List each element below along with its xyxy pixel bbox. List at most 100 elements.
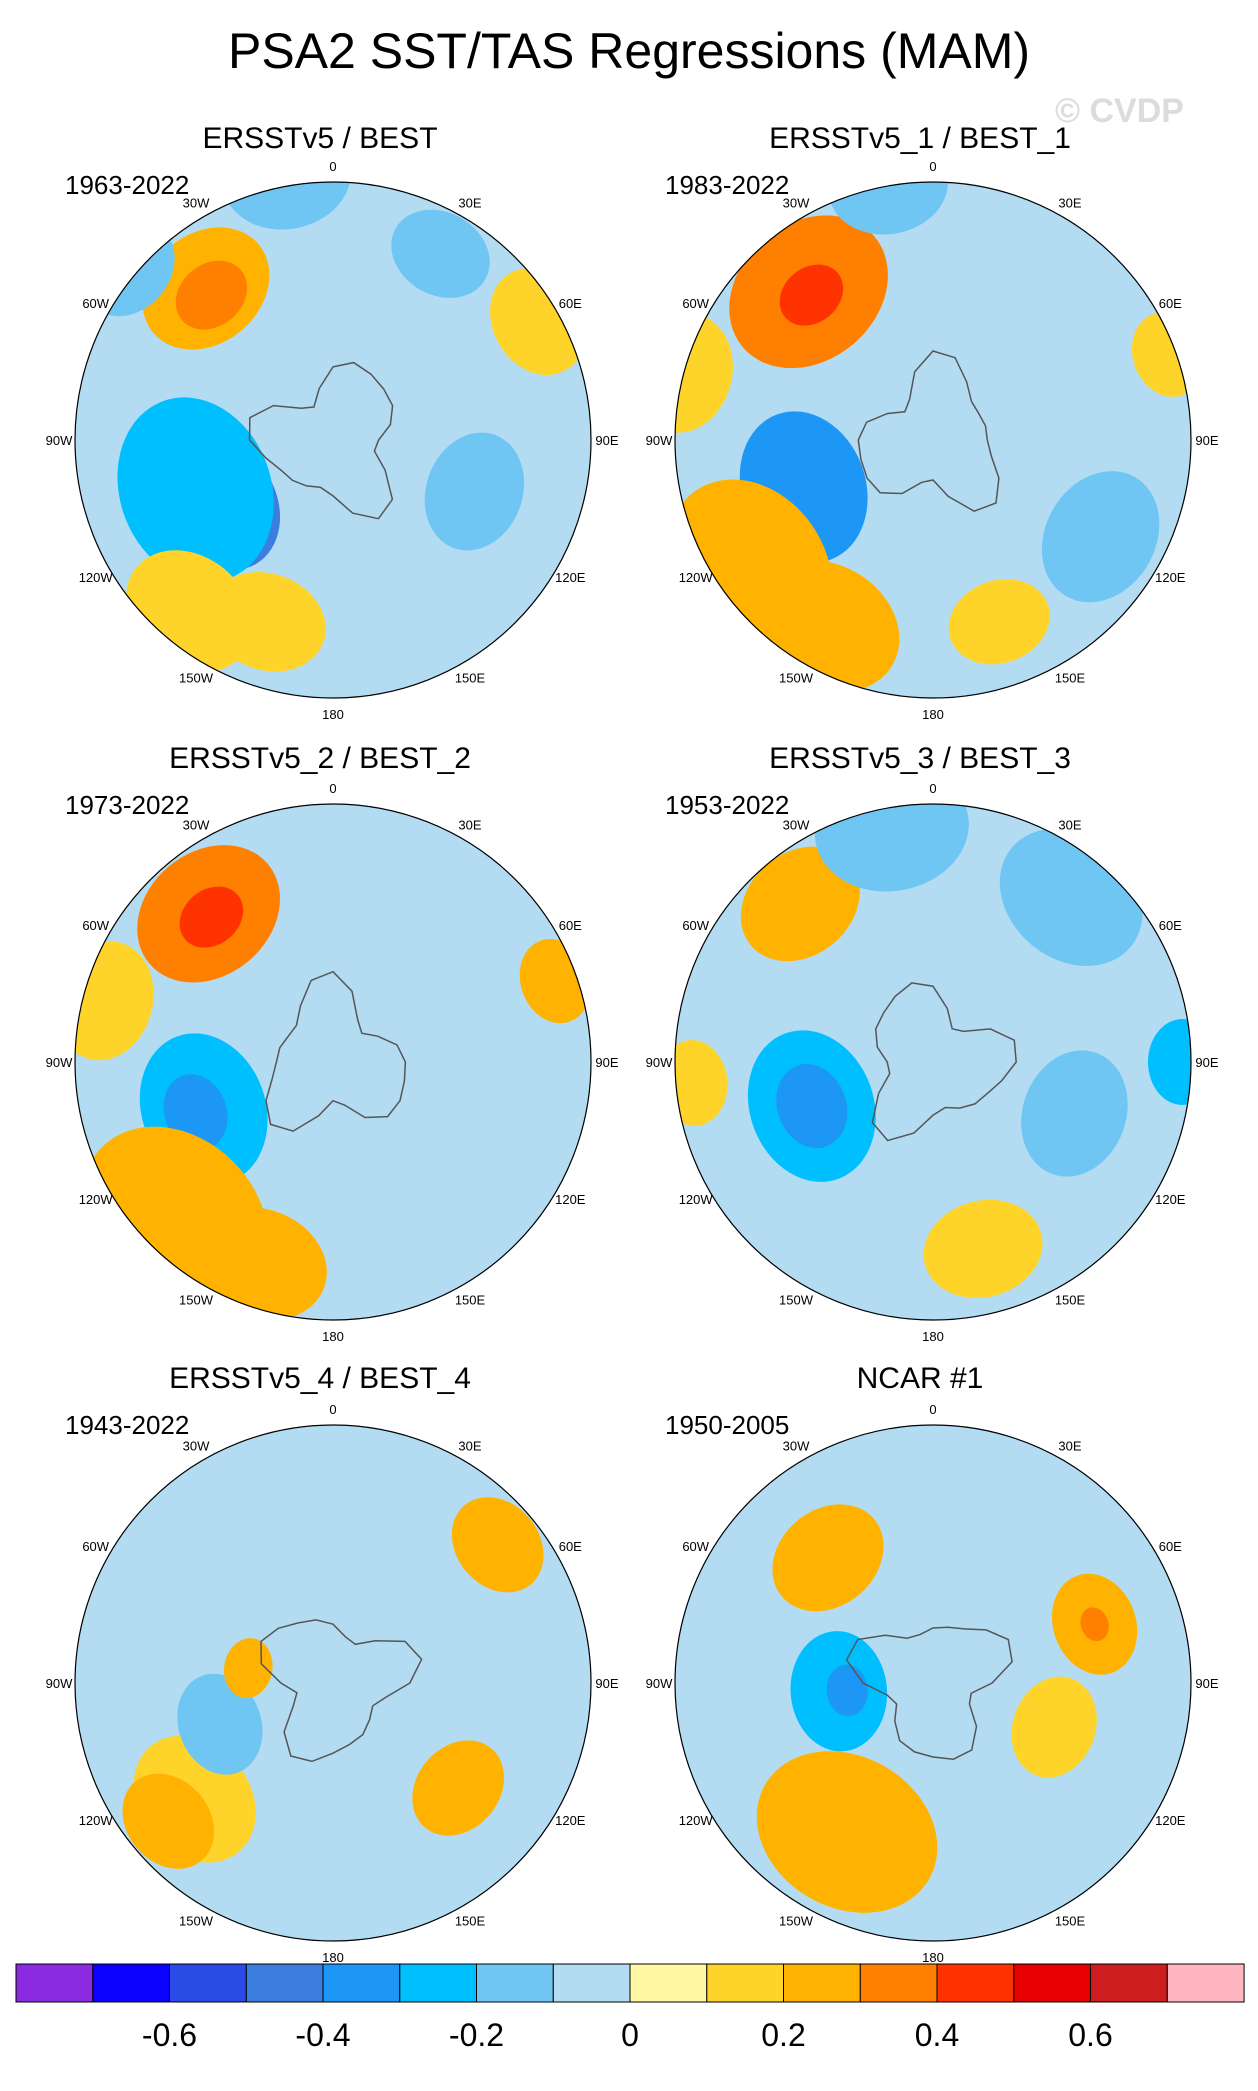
anomaly-blob bbox=[177, 1673, 263, 1775]
longitude-label: 90W bbox=[46, 1676, 73, 1691]
longitude-label: 90E bbox=[595, 1676, 618, 1691]
longitude-label: 120E bbox=[555, 570, 586, 585]
longitude-label: 60E bbox=[1159, 1539, 1182, 1554]
anomaly-blob bbox=[826, 1664, 868, 1717]
map-panel: ERSSTv5_3 / BEST_3 1953-2022 0 30E 60E 90E 120… bbox=[620, 742, 1220, 1362]
longitude-label: 150W bbox=[779, 1292, 814, 1307]
longitude-label: 90E bbox=[1195, 1676, 1218, 1691]
colorbar-tick-label: 0.4 bbox=[915, 2017, 959, 2053]
anomaly-blob bbox=[391, 209, 490, 298]
longitude-label: 30E bbox=[458, 1439, 481, 1454]
longitude-label: 180 bbox=[922, 1950, 944, 1965]
map-panel: ERSSTv5 / BEST 1963-2022 0 30E 60E 90E 120E 150… bbox=[20, 122, 620, 742]
anomaly-blob bbox=[776, 1064, 848, 1149]
longitude-label: 120W bbox=[679, 1192, 714, 1207]
colorbar-tick-label: -0.2 bbox=[449, 2017, 504, 2053]
longitude-label: 90W bbox=[646, 1676, 673, 1691]
antarctica-outline bbox=[857, 350, 1000, 513]
longitude-label: 180 bbox=[322, 1950, 344, 1965]
anomaly-blob bbox=[175, 260, 248, 330]
longitude-label: 120W bbox=[679, 570, 714, 585]
polar-map: 0 30E 60E 90E 120E 150E 180 150W 120W 90W 60W 30W bbox=[646, 781, 1219, 1344]
longitude-label: 60W bbox=[82, 1539, 109, 1554]
longitude-label: 90E bbox=[595, 433, 618, 448]
colorbar-tick-label: 0.2 bbox=[761, 2017, 805, 2053]
panel-years: 1983-2022 bbox=[665, 170, 790, 200]
longitude-label: 30W bbox=[183, 1439, 210, 1454]
anomaly-blob bbox=[192, 1207, 327, 1320]
anomaly-blob bbox=[756, 1751, 938, 1913]
longitude-label: 150W bbox=[779, 670, 814, 685]
longitude-label: 0 bbox=[329, 781, 336, 796]
panel-years: 1973-2022 bbox=[65, 790, 190, 820]
longitude-label: 30E bbox=[1058, 1439, 1081, 1454]
longitude-label: 120E bbox=[1155, 570, 1186, 585]
longitude-label: 0 bbox=[929, 159, 936, 174]
anomaly-blob bbox=[923, 1199, 1043, 1298]
anomaly-blob bbox=[137, 1531, 212, 1613]
antarctica-outline bbox=[260, 1619, 423, 1763]
antarctica-outline bbox=[248, 361, 394, 520]
anomaly-blob bbox=[412, 1740, 505, 1836]
panel-years: 1963-2022 bbox=[65, 170, 190, 200]
longitude-label: 60W bbox=[682, 918, 709, 933]
anomaly-blob bbox=[814, 804, 969, 892]
longitude-label: 150E bbox=[1055, 1292, 1086, 1307]
longitude-label: 180 bbox=[322, 707, 344, 722]
longitude-label: 120E bbox=[555, 1192, 586, 1207]
colorbar-tick-label: 0 bbox=[621, 2017, 639, 2053]
longitude-label: 60E bbox=[559, 1539, 582, 1554]
longitude-label: 150W bbox=[179, 1913, 214, 1928]
map-border bbox=[674, 1424, 1192, 1942]
longitude-label: 30W bbox=[783, 1439, 810, 1454]
longitude-label: 120W bbox=[679, 1813, 714, 1828]
longitude-label: 0 bbox=[329, 159, 336, 174]
anomaly-blob bbox=[207, 572, 326, 672]
map-border bbox=[674, 803, 1192, 1321]
longitude-label: 30W bbox=[783, 196, 810, 211]
longitude-label: 180 bbox=[922, 707, 944, 722]
longitude-label: 0 bbox=[929, 1402, 936, 1417]
map-border bbox=[74, 803, 592, 1321]
anomaly-blob bbox=[179, 886, 244, 948]
longitude-label: 150E bbox=[1055, 670, 1086, 685]
antarctica-outline bbox=[265, 970, 407, 1132]
longitude-label: 150W bbox=[179, 1292, 214, 1307]
longitude-label: 0 bbox=[929, 781, 936, 796]
longitude-label: 60W bbox=[682, 296, 709, 311]
anomaly-blob bbox=[1011, 1676, 1097, 1778]
longitude-label: 90W bbox=[646, 1055, 673, 1070]
longitude-label: 60W bbox=[682, 1539, 709, 1554]
longitude-label: 120W bbox=[79, 1192, 114, 1207]
anomaly-blob bbox=[779, 264, 844, 326]
map-border bbox=[674, 181, 1192, 699]
polar-map: 0 30E 60E 90E 120E 150E 180 150W 120W 90W 60W 30W bbox=[646, 159, 1219, 722]
anomaly-blob bbox=[222, 182, 351, 230]
longitude-label: 120E bbox=[1155, 1813, 1186, 1828]
anomaly-blob bbox=[281, 1435, 385, 1518]
longitude-label: 90W bbox=[46, 433, 73, 448]
longitude-label: 30E bbox=[458, 818, 481, 833]
map-panel: ERSSTv5_2 / BEST_2 1973-2022 0 30E 60E 90E 120… bbox=[20, 742, 620, 1362]
map-panel: ERSSTv5_1 / BEST_1 1983-2022 0 30E 60E 90E 120… bbox=[620, 122, 1220, 742]
panel-title: ERSSTv5_4 / BEST_4 bbox=[169, 1362, 471, 1395]
panel-title: ERSSTv5_3 / BEST_3 bbox=[769, 742, 1071, 775]
longitude-label: 90W bbox=[46, 1055, 73, 1070]
anomaly-blob bbox=[1037, 1760, 1145, 1872]
anomaly-blob bbox=[772, 1504, 884, 1612]
longitude-label: 150E bbox=[455, 1292, 486, 1307]
panel-title: ERSSTv5_2 / BEST_2 bbox=[169, 742, 471, 775]
longitude-label: 30E bbox=[458, 196, 481, 211]
longitude-label: 150E bbox=[455, 670, 486, 685]
polar-map: 0 30E 60E 90E 120E 150E 180 150W 120W 90W 60W 30W bbox=[46, 781, 619, 1344]
longitude-label: 150W bbox=[179, 670, 214, 685]
longitude-label: 30E bbox=[1058, 818, 1081, 833]
colorbar-tick-label: -0.6 bbox=[142, 2017, 197, 2053]
longitude-label: 60E bbox=[559, 918, 582, 933]
longitude-label: 90W bbox=[646, 433, 673, 448]
longitude-label: 150W bbox=[779, 1913, 814, 1928]
longitude-label: 150E bbox=[1055, 1913, 1086, 1928]
anomaly-blob bbox=[122, 1773, 215, 1869]
longitude-label: 30W bbox=[183, 818, 210, 833]
cvdp-watermark: © CVDP bbox=[1055, 92, 1184, 130]
